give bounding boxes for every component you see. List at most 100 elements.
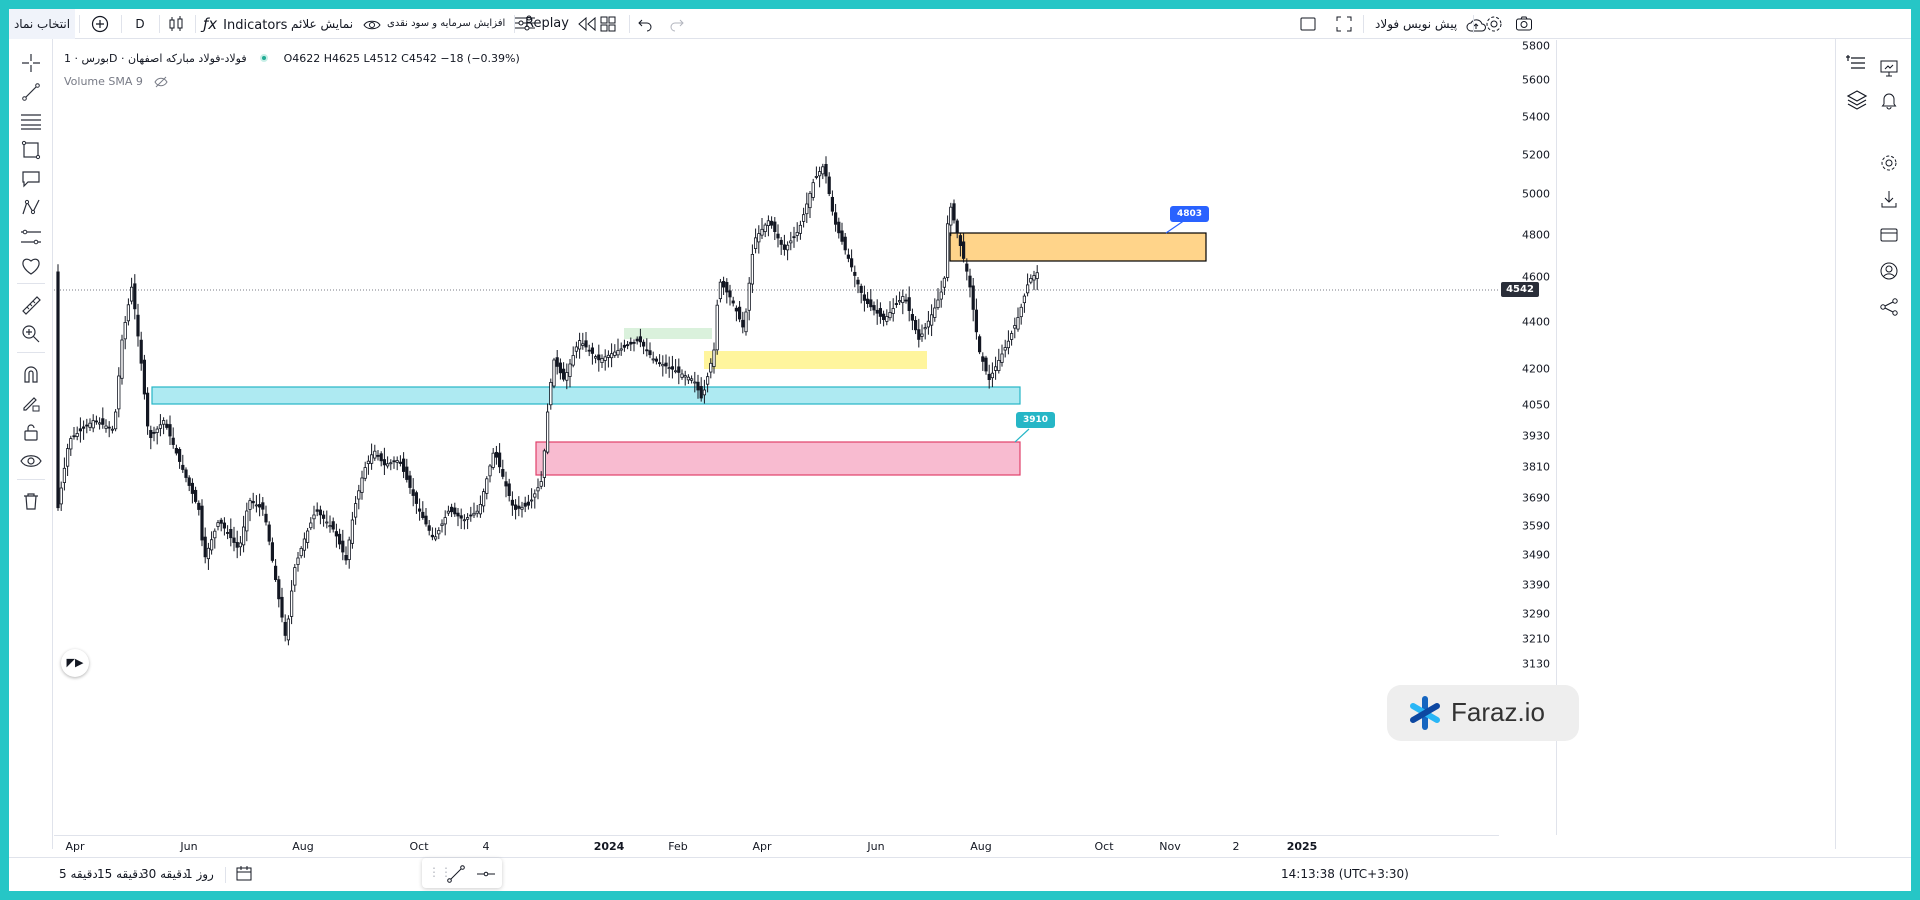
date-range-button[interactable] — [235, 865, 253, 886]
candle-body — [459, 515, 463, 519]
draft-label: پیش نویس فولاد — [1375, 17, 1458, 31]
fib-tool[interactable] — [17, 107, 45, 135]
candle-body — [379, 453, 383, 462]
candle-body — [808, 192, 812, 209]
candle-body — [914, 319, 918, 331]
candle-body — [130, 286, 134, 302]
magnet-tool[interactable] — [17, 360, 45, 388]
range-5min[interactable]: دقیقه 5 — [59, 867, 98, 881]
replay-button[interactable]: Replay — [525, 9, 597, 39]
zoom-tool[interactable] — [17, 320, 45, 348]
candle-body — [862, 294, 867, 301]
candle-body — [401, 458, 406, 472]
object-tree-button[interactable] — [1843, 86, 1871, 114]
candle-body — [699, 386, 703, 399]
show-signals-button[interactable]: نمایش علائم — [291, 9, 381, 39]
price-tick: 5000 — [1522, 187, 1550, 201]
interval-button[interactable]: D — [135, 17, 145, 31]
range-15min[interactable]: دقیقه 15 — [97, 867, 144, 881]
zone-cyan — [151, 386, 1021, 405]
candle-body — [920, 333, 924, 337]
candle-body — [120, 339, 124, 379]
lock-drawings-tool[interactable] — [17, 418, 45, 446]
add-symbol-button[interactable] — [91, 9, 113, 39]
chart-settings-button[interactable] — [1485, 9, 1505, 39]
zone-pink — [535, 441, 1021, 476]
stay-drawing-tool[interactable] — [17, 389, 45, 417]
candle-body — [472, 512, 476, 516]
undo-button[interactable] — [637, 9, 657, 39]
candle-body — [283, 621, 287, 636]
share-button[interactable] — [1875, 293, 1903, 321]
forecast-tool[interactable] — [17, 223, 45, 251]
measure-tool[interactable] — [17, 291, 45, 319]
range-30min[interactable]: دقیقه 30 — [141, 867, 188, 881]
tradingview-logo[interactable]: ◤▶ — [61, 649, 89, 677]
candle-body — [882, 313, 886, 320]
capital-increase-button[interactable]: افزایش سرمایه و سود نقدی — [387, 9, 536, 39]
symbol-search-button[interactable]: انتخاب نماد — [9, 9, 75, 39]
chart-pane[interactable] — [54, 40, 1499, 835]
download-button[interactable] — [1875, 185, 1903, 213]
target-badge-lower[interactable]: 3910 — [1016, 412, 1056, 428]
top-toolbar: انتخاب نماد D ƒx Indicators نمایش علائم ا… — [9, 9, 1911, 39]
candle-body — [635, 338, 639, 342]
trendline-tool[interactable] — [17, 78, 45, 106]
time-axis[interactable]: Apr Jun Aug Oct 4 2024 Feb Apr Jun Aug Oct Nov 2 2025 — [54, 835, 1499, 857]
fullscreen-rect-button[interactable] — [1299, 9, 1319, 39]
watchlist-button[interactable] — [1843, 49, 1871, 77]
crosshair-tool[interactable] — [17, 49, 45, 77]
candle-body — [462, 519, 467, 522]
lock-icon — [24, 424, 38, 441]
remove-drawings-tool[interactable] — [17, 487, 45, 515]
horizontal-line-icon[interactable] — [476, 864, 496, 884]
capital-increase-label: افزایش سرمایه و سود نقدی — [387, 18, 506, 29]
alerts-button[interactable] — [1875, 86, 1903, 114]
candle-body — [331, 521, 335, 530]
clock[interactable]: 14:13:38 (UTC+3:30) — [1281, 867, 1409, 881]
trendline-icon[interactable] — [446, 864, 466, 884]
candle-body — [523, 502, 527, 507]
candle-body — [552, 359, 556, 387]
volume-legend[interactable]: Volume SMA 9 — [64, 75, 168, 88]
candle-body — [994, 366, 998, 371]
candle-body — [760, 228, 764, 236]
pattern-tool[interactable] — [17, 194, 45, 222]
price-tick: 5600 — [1522, 73, 1550, 87]
range-1day[interactable]: روز 1 — [185, 867, 214, 881]
time-label: Jun — [180, 840, 198, 853]
candle-body — [878, 308, 883, 317]
candle-body — [110, 428, 115, 431]
candle-body — [818, 171, 822, 177]
drag-handle-icon[interactable]: ⋮⋮ — [428, 865, 452, 879]
candle-body — [997, 359, 1001, 371]
candle-body — [814, 175, 819, 178]
favorites-tool[interactable] — [17, 252, 45, 280]
candle-body — [417, 508, 422, 512]
callout-tool[interactable] — [17, 165, 45, 193]
profile-button[interactable] — [1875, 257, 1903, 285]
chart-type-button[interactable] — [167, 9, 189, 39]
hide-drawings-tool[interactable] — [17, 447, 45, 475]
settings-button[interactable] — [1875, 149, 1903, 177]
layout-button[interactable] — [599, 9, 621, 39]
price-tick: 3130 — [1522, 657, 1550, 671]
candle-body — [270, 542, 274, 561]
candle-body — [229, 529, 233, 539]
candle-body — [107, 426, 111, 429]
snapshot-button[interactable] — [1515, 9, 1535, 39]
last-price-badge: 4542 — [1501, 282, 1539, 297]
indicators-button[interactable]: ƒx Indicators — [203, 9, 287, 39]
screen-button[interactable] — [1875, 54, 1903, 82]
redo-button[interactable] — [669, 9, 689, 39]
save-draft-button[interactable]: پیش نویس فولاد — [1375, 9, 1487, 39]
rectangle-tool[interactable] — [17, 136, 45, 164]
fullscreen-button[interactable] — [1335, 9, 1355, 39]
card-button[interactable] — [1875, 221, 1903, 249]
replay-label: Replay — [525, 16, 569, 31]
floating-drawing-bar[interactable]: ⋮⋮ — [422, 858, 502, 888]
candle-body — [773, 221, 777, 232]
price-chart[interactable] — [54, 40, 1499, 835]
symbol-legend[interactable]: بورس · 1D · فولاد-فولاد مبارکه اصفهان O4… — [64, 52, 520, 65]
target-badge-upper[interactable]: 4803 — [1170, 206, 1210, 222]
